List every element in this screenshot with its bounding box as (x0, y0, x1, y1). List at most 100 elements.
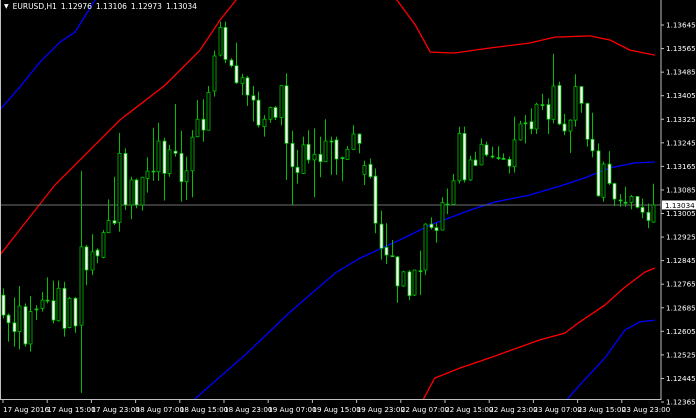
candle (390, 240, 395, 258)
candle (401, 270, 406, 287)
candle (546, 98, 551, 134)
candle (312, 128, 317, 198)
time-tick-label: 22 Aug 23:00 (489, 405, 538, 414)
candle (651, 183, 656, 223)
price-tick-label: 1.13245 (666, 138, 696, 147)
price-tick-label: 1.12845 (666, 256, 696, 265)
candle-body-bear (490, 155, 495, 158)
candle (629, 194, 634, 210)
candle-body-bull (423, 223, 428, 271)
candle (384, 223, 389, 265)
candle (440, 197, 445, 231)
close-value: 1.13034 (165, 2, 197, 11)
candle (279, 85, 284, 126)
candle (106, 199, 111, 234)
candle-body-bull (262, 118, 267, 128)
candle-body-bear (51, 300, 56, 321)
candle (635, 196, 640, 209)
candle-body-bear (507, 158, 512, 167)
candle-body-bear (73, 297, 78, 327)
candle-body-bull (551, 85, 556, 120)
candle (245, 75, 250, 107)
candle-body-bear (318, 153, 323, 163)
current-price-label: 1.13034 (662, 200, 696, 210)
triangle-down-icon[interactable]: ▼ (4, 3, 9, 10)
candle (184, 156, 189, 200)
candle-body-bull (28, 311, 33, 345)
candle (73, 296, 78, 333)
candle (67, 296, 72, 329)
candle (612, 182, 617, 207)
candle (451, 174, 456, 205)
candle (590, 112, 595, 158)
candle (623, 186, 628, 207)
candle-body-bear (162, 140, 167, 174)
time-tick-label: 17 Aug 23:00 (91, 405, 140, 414)
candle-body-bull (351, 133, 356, 150)
candle-body-bear (640, 206, 645, 213)
candle (40, 291, 45, 312)
candle (268, 106, 273, 123)
candle (90, 234, 95, 276)
candle (418, 250, 423, 296)
candle (490, 146, 495, 159)
candle-body-bear (473, 159, 478, 166)
candle-body-bull (206, 92, 211, 131)
time-tick-label: 18 Aug 07:00 (136, 405, 185, 414)
candle-body-bear (496, 157, 501, 159)
candle (373, 168, 378, 234)
candle (323, 119, 328, 163)
candle (523, 115, 528, 144)
candle-body-bear (612, 183, 617, 200)
candle-body-bear (418, 270, 423, 273)
time-tick-label: 19 Aug 15:00 (312, 405, 361, 414)
candle (195, 100, 200, 138)
candle (496, 146, 501, 160)
candle (457, 126, 462, 184)
high-value: 1.13106 (95, 2, 127, 11)
price-tick-label: 1.12925 (666, 233, 696, 242)
candle (84, 245, 89, 286)
candle (6, 313, 11, 342)
candle-body-bull (412, 269, 417, 296)
candle-body-bear (134, 179, 139, 206)
candle (540, 93, 545, 111)
candle (407, 270, 412, 301)
candle (145, 157, 150, 193)
candle-body-bear (429, 223, 434, 229)
candle-body-bear (290, 143, 295, 168)
band-line (395, 0, 656, 56)
candle-body-bear (523, 122, 528, 125)
candle-body-bear (329, 140, 334, 143)
candle (51, 280, 56, 324)
candle-body-bull (345, 148, 350, 160)
candle-body-bull (323, 140, 328, 163)
candle-body-bull (312, 153, 317, 161)
candle (101, 230, 106, 259)
candle (551, 53, 556, 124)
candle-body-bear (579, 86, 584, 104)
candle-body-bear (223, 26, 228, 60)
candle (445, 188, 450, 215)
candle-body-bull (651, 204, 656, 223)
candle (240, 73, 245, 96)
candle-body-bear (585, 102, 590, 140)
price-tick-label: 1.12365 (666, 398, 696, 407)
candle-body-bull (512, 139, 517, 168)
candle (585, 102, 590, 147)
time-tick-label: 18 Aug 15:00 (180, 405, 229, 414)
candle-body-bear (623, 201, 628, 204)
candle-body-bull (79, 246, 84, 326)
price-tick-label: 1.13085 (666, 185, 696, 194)
candle-body-bear (151, 170, 156, 173)
candle-body-bear (256, 99, 261, 126)
candle-body-bear (1, 294, 6, 316)
candle-body-bear (434, 227, 439, 231)
candle-body-bear (12, 322, 17, 333)
candle (56, 280, 61, 322)
candle-body-bear (462, 133, 467, 181)
candle-body-bear (295, 166, 300, 173)
candle (301, 136, 306, 175)
